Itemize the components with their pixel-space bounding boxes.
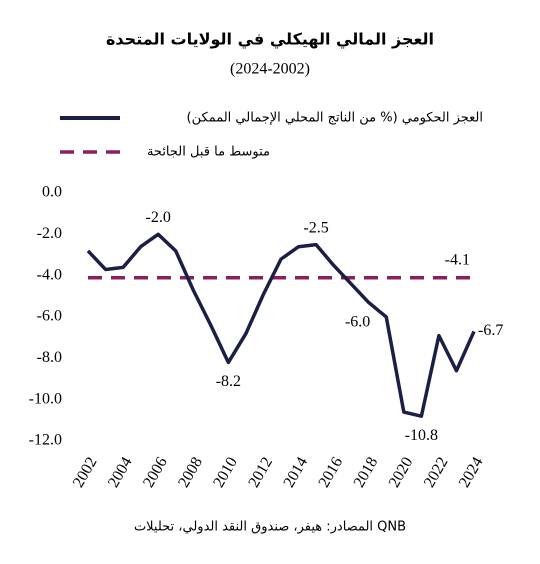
data-label: -2.0 bbox=[146, 209, 171, 226]
x-tick-label: 2018 bbox=[351, 454, 382, 490]
x-tick-label: 2014 bbox=[280, 454, 311, 490]
y-tick-label: -12.0 bbox=[29, 432, 62, 449]
data-label: -6.7 bbox=[478, 322, 503, 339]
x-tick-label: 2006 bbox=[140, 454, 171, 490]
y-tick-label: 0.0 bbox=[42, 184, 62, 201]
chart-subtitle: (2024-2002) bbox=[230, 61, 310, 78]
reference-label: -4.1 bbox=[445, 251, 470, 268]
source: المصادر: هيفر، صندوق النقد الدولي، تحليل… bbox=[134, 520, 406, 535]
x-tick-label: 2008 bbox=[175, 454, 206, 490]
data-label: -2.5 bbox=[303, 219, 328, 236]
x-tick-label: 2022 bbox=[421, 454, 452, 490]
legend-label: العجز الحكومي (% من الناتج المحلي الإجما… bbox=[187, 111, 483, 126]
chart-title: العجز المالي الهيكلي في الولايات المتحدة bbox=[106, 30, 434, 50]
y-tick-label: -6.0 bbox=[37, 308, 62, 325]
x-tick-label: 2002 bbox=[70, 454, 101, 490]
data-label: -8.2 bbox=[216, 373, 241, 390]
x-tick-label: 2010 bbox=[210, 454, 241, 490]
x-tick-label: 2016 bbox=[316, 454, 347, 490]
series-line bbox=[86, 232, 476, 418]
x-tick-label: 2012 bbox=[245, 454, 276, 490]
y-tick-label: -8.0 bbox=[37, 349, 62, 366]
legend-label: متوسط ما قبل الجائحة bbox=[147, 145, 270, 160]
y-tick-label: -10.0 bbox=[29, 390, 62, 407]
data-label: -10.8 bbox=[405, 427, 438, 444]
x-tick-label: 2024 bbox=[456, 454, 487, 490]
y-tick-label: -2.0 bbox=[37, 225, 62, 242]
data-label: -6.0 bbox=[345, 314, 370, 331]
y-tick-label: -4.0 bbox=[37, 266, 62, 283]
x-tick-label: 2004 bbox=[105, 454, 136, 490]
x-tick-label: 2020 bbox=[386, 454, 417, 490]
